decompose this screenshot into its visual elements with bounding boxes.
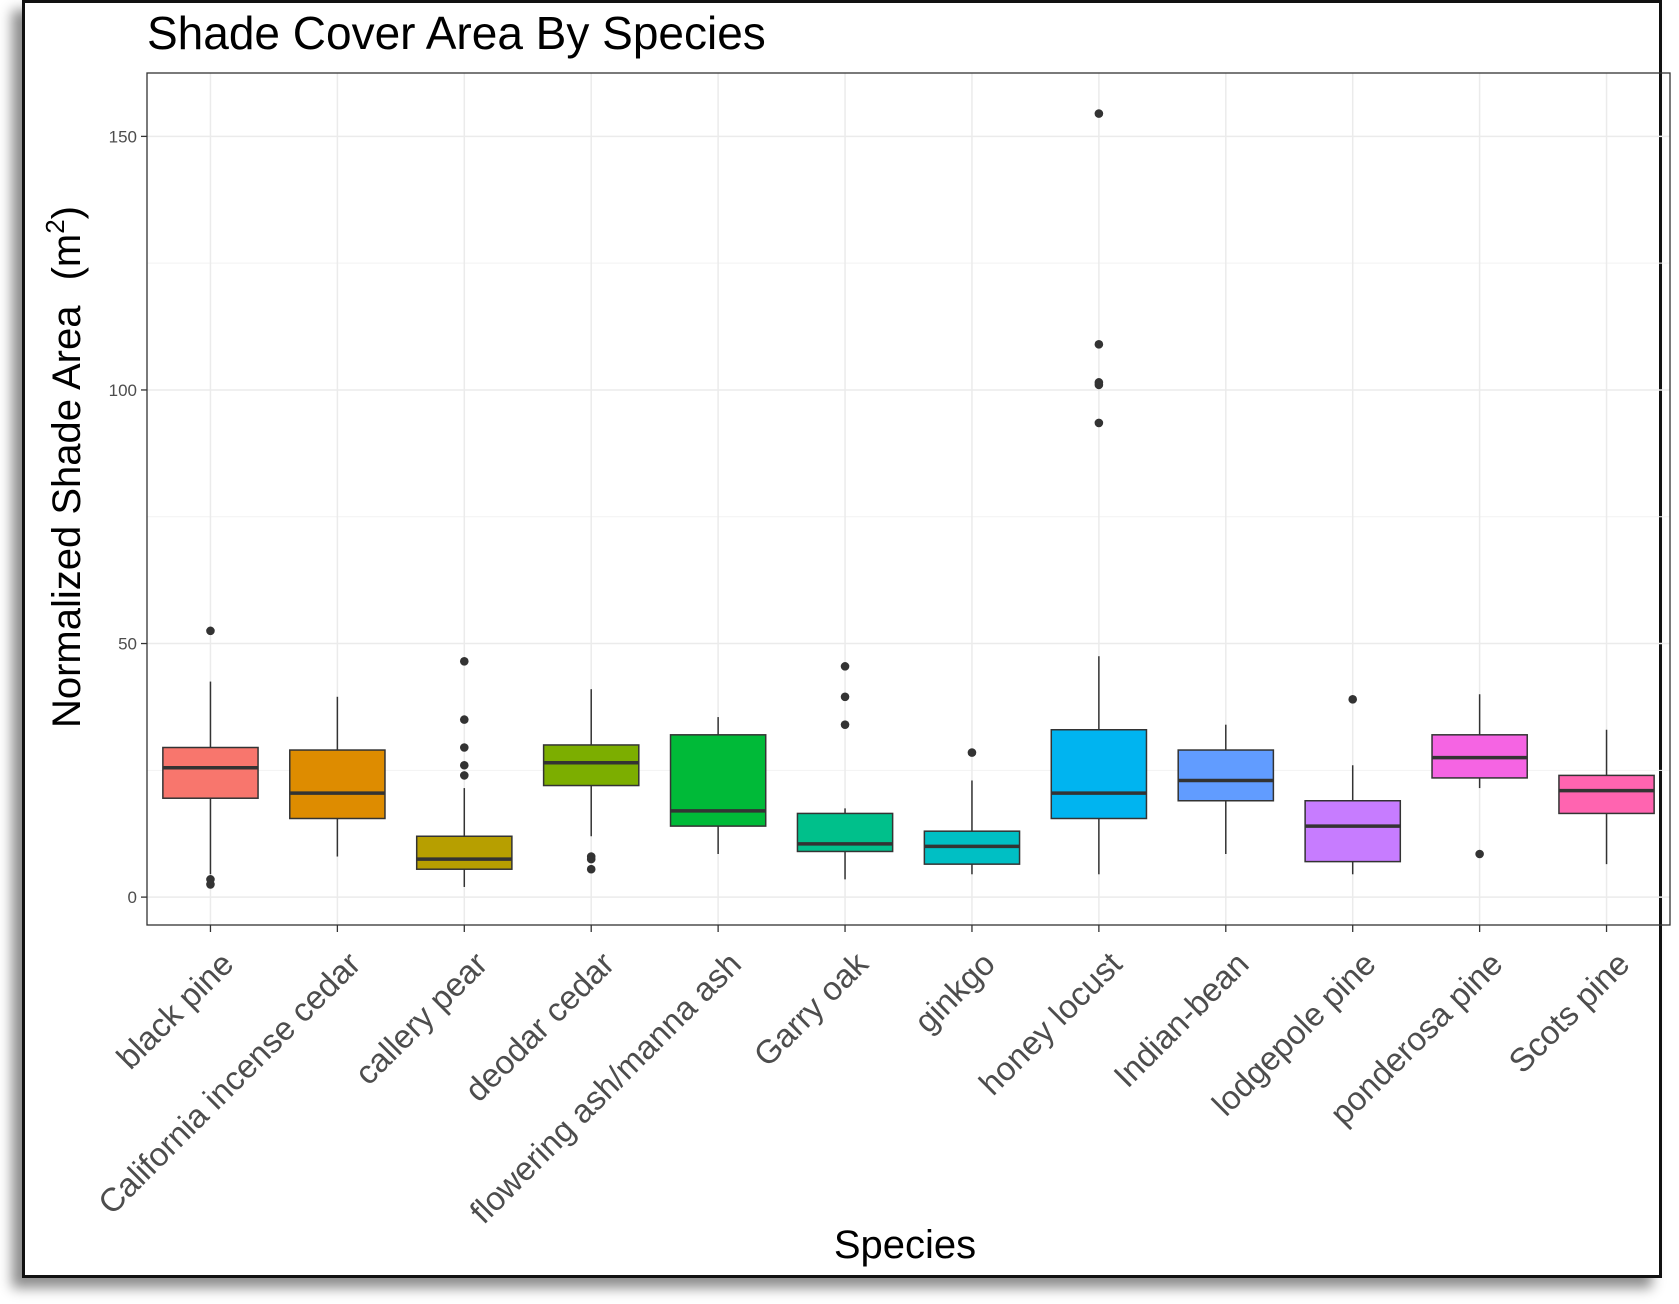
box-group — [796, 662, 894, 880]
box-group — [1431, 694, 1528, 859]
chart-title: Shade Cover Area By Species — [147, 7, 766, 59]
x-tick-label: Scots pine — [1501, 945, 1636, 1080]
y-axis-title: Normalized Shade Area (m2) — [40, 206, 89, 728]
box — [1177, 749, 1275, 802]
x-tick-label: Garry oak — [746, 944, 875, 1073]
y-axis-title-main: Normalized Shade Area — [45, 305, 89, 728]
outlier-point — [1348, 695, 1358, 704]
box-group — [1304, 695, 1402, 875]
box — [1304, 800, 1402, 863]
box-group — [162, 626, 259, 889]
box-group — [669, 717, 767, 854]
outlier-point — [1094, 109, 1104, 118]
outlier-point — [1094, 380, 1104, 390]
chart-frame — [22, 0, 1662, 1278]
x-tick-label: flowering ash/manna ash — [462, 945, 748, 1231]
outlier-point — [1094, 340, 1104, 349]
outlier-point — [1475, 849, 1484, 859]
y-tick-label: 100 — [109, 381, 137, 400]
box — [415, 835, 513, 870]
outlier-point — [840, 692, 850, 702]
y-axis-title-unit-superscript: 2 — [40, 219, 70, 233]
y-tick-label: 0 — [128, 888, 137, 907]
x-tick-label: California incense cedar — [91, 945, 368, 1222]
boxes — [162, 109, 1655, 889]
box — [796, 812, 894, 853]
box — [1558, 774, 1655, 815]
y-tick-label: 50 — [118, 635, 137, 654]
outlier-point — [840, 662, 850, 671]
y-tick-label: 150 — [109, 127, 137, 146]
box — [542, 744, 640, 787]
box-group — [1050, 109, 1148, 875]
outlier-point — [459, 715, 469, 724]
box-group — [1177, 724, 1275, 854]
x-tick-label: ginkgo — [907, 945, 1002, 1040]
outlier-point — [586, 864, 596, 874]
y-axis: 0 50 100 150 — [109, 127, 147, 907]
grid — [147, 73, 1670, 925]
outlier-point — [459, 771, 469, 780]
outlier-point — [459, 760, 469, 770]
outlier-point — [459, 743, 469, 752]
box-group — [923, 748, 1021, 875]
box-group — [1558, 729, 1655, 865]
box-group — [542, 689, 640, 874]
box-group — [415, 656, 513, 887]
box — [162, 746, 259, 799]
outlier-point — [1094, 418, 1104, 428]
box — [1050, 729, 1148, 820]
x-tick-label: black pine — [109, 945, 240, 1076]
outlier-point — [840, 720, 850, 729]
y-axis-title-unit: (m — [45, 234, 89, 281]
box-group — [289, 696, 386, 857]
outlier-point — [206, 626, 215, 636]
outlier-point — [459, 656, 469, 666]
box — [289, 749, 386, 820]
x-axis-title: Species — [834, 1223, 976, 1267]
outlier-point — [967, 748, 977, 757]
y-axis-title-unit-close: ) — [45, 206, 89, 219]
outlier-point — [206, 880, 215, 889]
outlier-point — [586, 854, 596, 864]
plot-panel-border — [146, 72, 1671, 926]
